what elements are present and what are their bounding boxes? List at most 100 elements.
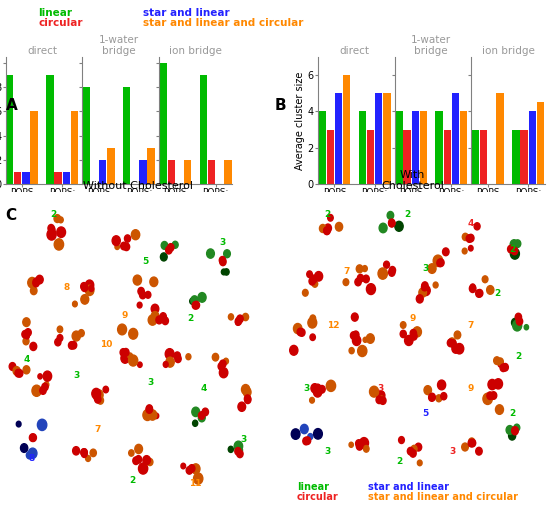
Circle shape — [193, 301, 200, 309]
Circle shape — [377, 391, 385, 400]
Text: 10: 10 — [100, 340, 112, 348]
Circle shape — [494, 357, 500, 364]
Circle shape — [462, 248, 467, 254]
Circle shape — [219, 256, 226, 264]
Circle shape — [148, 315, 157, 325]
Text: 2: 2 — [50, 210, 56, 218]
Circle shape — [468, 234, 474, 242]
Text: 7: 7 — [95, 425, 101, 434]
Title: direct: direct — [339, 46, 370, 57]
Circle shape — [487, 286, 494, 295]
Circle shape — [363, 337, 367, 342]
Title: ion bridge: ion bridge — [482, 46, 535, 57]
Circle shape — [30, 342, 37, 351]
Bar — [107, 148, 114, 184]
Circle shape — [300, 425, 308, 434]
Text: 8: 8 — [29, 454, 35, 463]
Circle shape — [299, 329, 305, 336]
Circle shape — [370, 386, 378, 397]
Circle shape — [85, 280, 94, 290]
Circle shape — [450, 340, 456, 347]
Circle shape — [452, 344, 460, 353]
Circle shape — [362, 266, 367, 271]
Circle shape — [212, 354, 219, 361]
Text: 9: 9 — [121, 311, 128, 320]
Circle shape — [441, 393, 447, 400]
Circle shape — [29, 434, 36, 442]
Bar — [224, 160, 232, 184]
Circle shape — [85, 285, 94, 296]
Circle shape — [466, 235, 472, 242]
Circle shape — [49, 226, 55, 233]
Circle shape — [54, 239, 64, 250]
Bar — [520, 130, 528, 184]
Circle shape — [81, 449, 87, 456]
Bar — [420, 112, 427, 184]
Bar — [147, 148, 155, 184]
Circle shape — [389, 219, 395, 227]
Circle shape — [90, 449, 96, 456]
Circle shape — [355, 278, 361, 286]
Circle shape — [68, 342, 75, 349]
Circle shape — [433, 282, 438, 288]
Circle shape — [139, 463, 148, 474]
Circle shape — [244, 395, 251, 402]
Circle shape — [416, 295, 424, 303]
Circle shape — [131, 230, 140, 240]
Circle shape — [20, 444, 28, 452]
Circle shape — [147, 458, 153, 466]
Circle shape — [443, 248, 449, 255]
Circle shape — [43, 371, 52, 381]
Circle shape — [223, 358, 228, 364]
Circle shape — [165, 348, 174, 359]
Circle shape — [218, 362, 224, 370]
Text: 2: 2 — [396, 457, 402, 466]
Circle shape — [175, 355, 181, 362]
Text: 2: 2 — [510, 245, 516, 253]
Circle shape — [310, 397, 315, 403]
Circle shape — [186, 467, 192, 474]
Circle shape — [189, 465, 195, 472]
Circle shape — [133, 457, 139, 465]
Circle shape — [33, 279, 39, 287]
Circle shape — [428, 394, 435, 401]
Circle shape — [506, 426, 514, 434]
Circle shape — [154, 413, 159, 418]
Circle shape — [161, 253, 167, 261]
Circle shape — [498, 361, 503, 367]
Circle shape — [315, 384, 321, 392]
Circle shape — [194, 473, 203, 484]
Text: 3: 3 — [148, 378, 154, 387]
Text: linear: linear — [39, 8, 73, 17]
Circle shape — [411, 333, 417, 340]
Circle shape — [166, 357, 174, 367]
Text: 9: 9 — [468, 384, 474, 393]
Circle shape — [40, 387, 46, 394]
Circle shape — [366, 334, 375, 343]
Circle shape — [37, 419, 47, 431]
Text: 9: 9 — [409, 314, 416, 323]
Circle shape — [491, 392, 497, 399]
Circle shape — [151, 311, 159, 321]
Circle shape — [336, 223, 343, 231]
Bar — [327, 130, 334, 184]
Circle shape — [16, 370, 23, 377]
Circle shape — [508, 245, 514, 253]
Text: 3: 3 — [219, 238, 225, 247]
Circle shape — [290, 345, 298, 355]
Circle shape — [510, 240, 518, 249]
Circle shape — [307, 271, 312, 278]
Circle shape — [433, 255, 443, 266]
Bar — [99, 160, 106, 184]
Circle shape — [9, 362, 16, 371]
Circle shape — [311, 383, 318, 393]
Circle shape — [463, 233, 469, 241]
Bar — [139, 160, 147, 184]
Circle shape — [302, 289, 308, 296]
Circle shape — [235, 318, 241, 325]
Bar — [375, 94, 382, 184]
Circle shape — [192, 302, 199, 309]
Circle shape — [405, 336, 413, 345]
Circle shape — [38, 374, 42, 379]
Circle shape — [395, 222, 403, 231]
